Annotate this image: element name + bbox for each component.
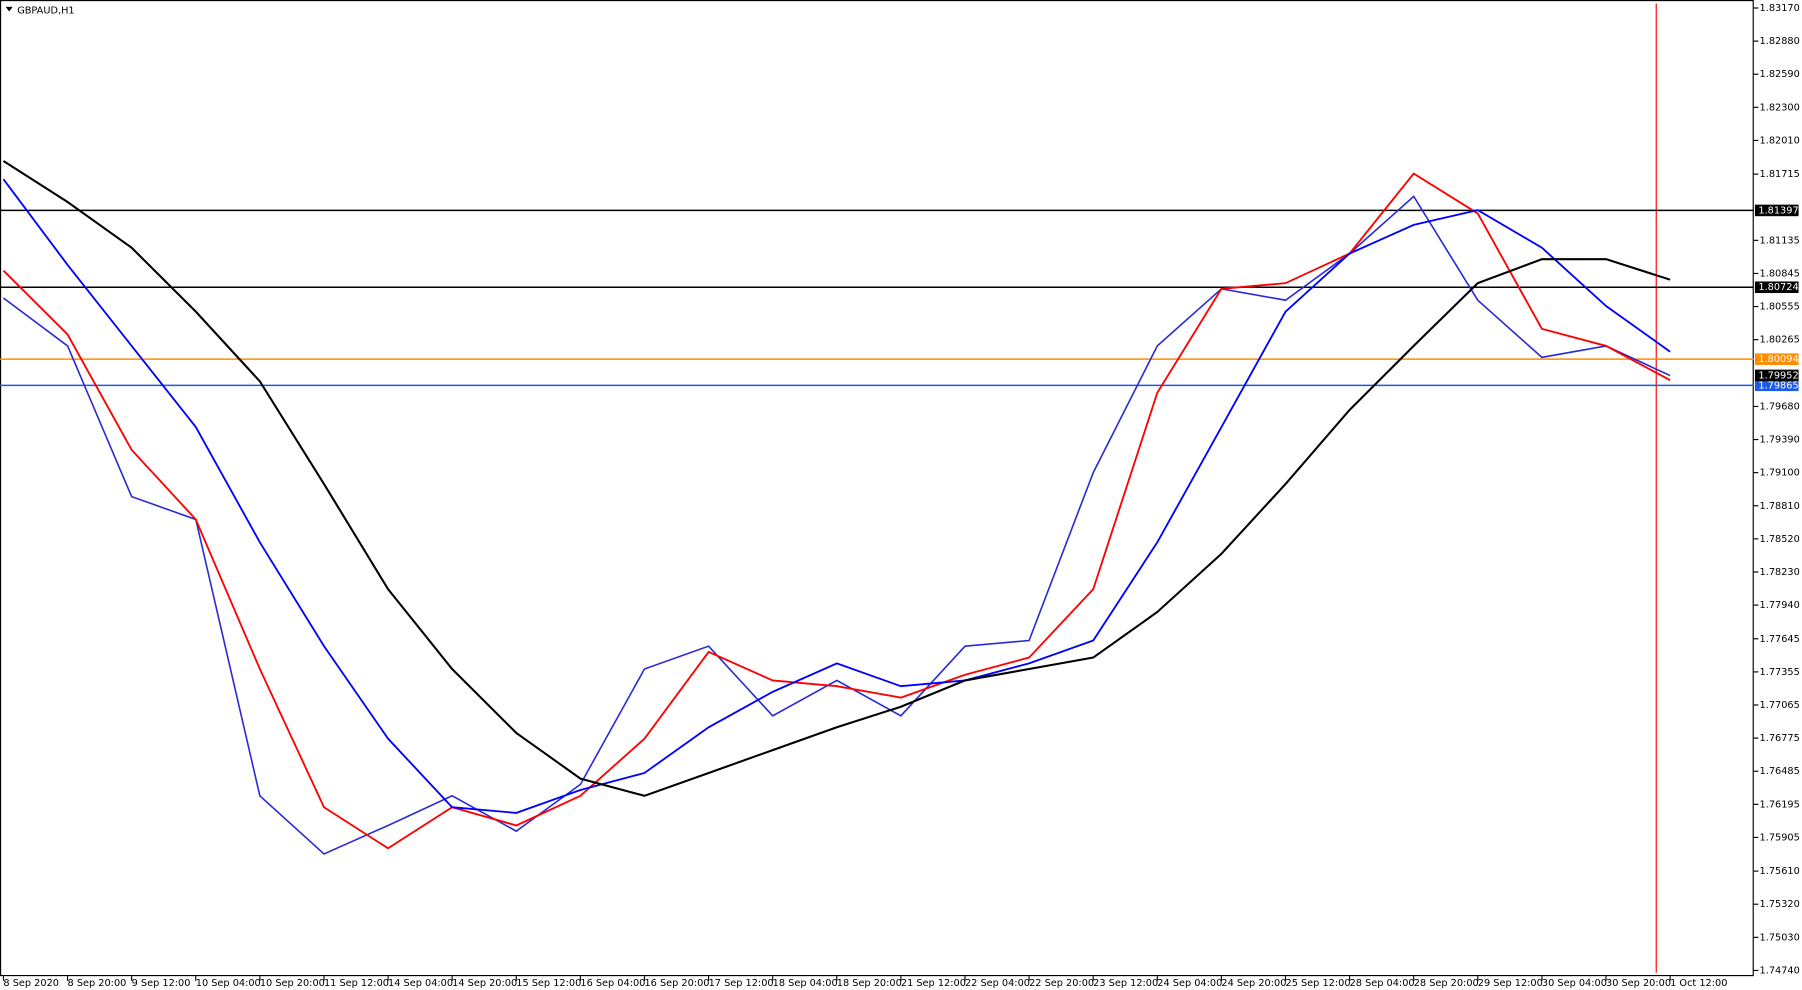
y-tick-label: 1.76775 — [1760, 733, 1800, 744]
y-tick-label: 1.82010 — [1760, 135, 1800, 146]
price-label: 1.79952 — [1758, 370, 1798, 381]
level-label: 1.81397 — [1758, 205, 1798, 216]
y-tick-label: 1.79390 — [1760, 435, 1800, 446]
x-tick-label: 24 Sep 20:00 — [1221, 978, 1286, 989]
y-tick-label: 1.82300 — [1760, 102, 1800, 113]
y-tick-label: 1.77355 — [1760, 667, 1800, 678]
y-tick-label: 1.76195 — [1760, 799, 1800, 810]
x-tick-label: 16 Sep 20:00 — [644, 978, 709, 989]
x-tick-label: 18 Sep 20:00 — [837, 978, 902, 989]
y-tick-label: 1.79680 — [1760, 401, 1800, 412]
y-tick-label: 1.79100 — [1760, 468, 1800, 479]
x-tick-label: 8 Sep 2020 — [3, 978, 59, 989]
price-tag — [1754, 369, 1799, 382]
level-label: 1.79865 — [1758, 380, 1798, 391]
y-tick-label: 1.82590 — [1760, 69, 1800, 80]
y-tick-label: 1.80555 — [1760, 302, 1800, 313]
y-tick-label: 1.83170 — [1760, 3, 1800, 14]
x-tick-label: 14 Sep 04:00 — [388, 978, 453, 989]
x-tick-label: 24 Sep 04:00 — [1157, 978, 1222, 989]
x-tick-label: 28 Sep 04:00 — [1350, 978, 1415, 989]
y-tick-label: 1.82880 — [1760, 36, 1800, 47]
x-tick-label: 9 Sep 12:00 — [132, 978, 191, 989]
y-tick-label: 1.74740 — [1760, 965, 1800, 976]
y-tick-label: 1.75610 — [1760, 866, 1800, 877]
y-tick-label: 1.75320 — [1760, 899, 1800, 910]
y-tick-label: 1.77645 — [1760, 634, 1800, 645]
plot-frame — [0, 0, 1754, 977]
series-line — [2, 172, 1671, 850]
menu-arrow[interactable] — [5, 6, 13, 12]
x-tick-label: 10 Sep 20:00 — [260, 978, 325, 989]
x-tick-label: 30 Sep 04:00 — [1542, 978, 1607, 989]
y-tick-label: 1.81135 — [1760, 235, 1800, 246]
x-tick-label: 22 Sep 04:00 — [965, 978, 1030, 989]
series-line — [2, 195, 1671, 855]
level-label: 1.80094 — [1758, 354, 1798, 365]
y-tick-label: 1.78810 — [1760, 501, 1800, 512]
x-tick-label: 22 Sep 20:00 — [1029, 978, 1094, 989]
series-line — [2, 160, 1671, 797]
y-tick-label: 1.75905 — [1760, 832, 1800, 843]
level-tag — [1754, 353, 1799, 365]
y-tick-label: 1.77940 — [1760, 600, 1800, 611]
x-tick-label: 11 Sep 12:00 — [324, 978, 389, 989]
y-tick-label: 1.80265 — [1760, 335, 1800, 346]
level-tag — [1754, 204, 1799, 217]
x-tick-label: 8 Sep 20:00 — [68, 978, 127, 989]
y-tick-label: 1.76485 — [1760, 766, 1800, 777]
chart-title: GBPAUD,H1 — [17, 5, 74, 16]
y-tick-label: 1.78520 — [1760, 534, 1800, 545]
x-tick-label: 29 Sep 12:00 — [1478, 978, 1543, 989]
x-tick-label: 14 Sep 20:00 — [452, 978, 517, 989]
x-tick-label: 15 Sep 12:00 — [516, 978, 581, 989]
y-tick-label: 1.78230 — [1760, 567, 1800, 578]
y-tick-label: 1.81715 — [1760, 169, 1800, 180]
y-tick-label: 1.80845 — [1760, 268, 1800, 279]
x-tick-label: 30 Sep 20:00 — [1606, 978, 1671, 989]
series-line — [2, 178, 1671, 814]
x-tick-label: 18 Sep 04:00 — [773, 978, 838, 989]
x-tick-label: 16 Sep 04:00 — [580, 978, 645, 989]
x-tick-label: 21 Sep 12:00 — [901, 978, 966, 989]
y-tick-label: 1.77065 — [1760, 700, 1800, 711]
x-tick-label: 17 Sep 12:00 — [709, 978, 774, 989]
level-tag — [1754, 379, 1799, 392]
level-tag — [1754, 281, 1799, 294]
x-tick-label: 10 Sep 04:00 — [196, 978, 261, 989]
x-tick-label: 25 Sep 12:00 — [1286, 978, 1351, 989]
y-tick-label: 1.75030 — [1760, 932, 1800, 943]
x-tick-label: 28 Sep 20:00 — [1414, 978, 1479, 989]
x-tick-label: 23 Sep 12:00 — [1093, 978, 1158, 989]
x-tick-label: 1 Oct 12:00 — [1670, 978, 1727, 989]
level-label: 1.80724 — [1758, 282, 1798, 293]
